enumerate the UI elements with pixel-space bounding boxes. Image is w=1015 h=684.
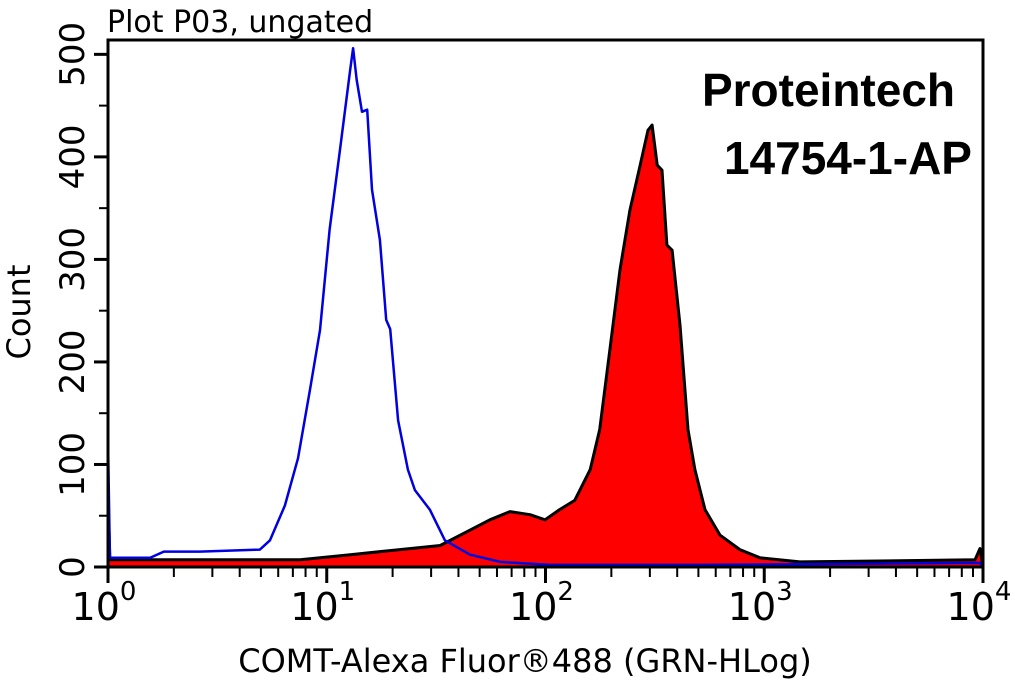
sample-histogram-fill	[106, 123, 985, 569]
x-axis-label: COMT-Alexa Fluor®488 (GRN-HLog)	[238, 642, 811, 680]
plot-frame	[106, 38, 985, 569]
x-tick-label: 104	[947, 577, 1012, 629]
y-axis-label: Count	[0, 264, 38, 359]
brand-annotation: Proteintech	[702, 64, 955, 116]
y-tick-label: 100	[53, 432, 93, 497]
control-histogram-line	[106, 46, 985, 568]
y-tick-label: 300	[53, 227, 93, 292]
x-tick-label: 103	[728, 577, 793, 629]
x-tick-label: 101	[290, 577, 355, 629]
y-tick-label: 400	[53, 124, 93, 189]
plot-area	[106, 46, 985, 569]
y-tick-label: 500	[53, 22, 93, 87]
y-tick-label: 0	[53, 556, 93, 578]
x-tick-label: 102	[509, 577, 574, 629]
x-tick-label: 100	[72, 577, 137, 629]
y-tick-label: 200	[53, 329, 93, 394]
catalog-annotation: 14754-1-AP	[724, 132, 972, 184]
chart-title: Plot P03, ungated	[107, 5, 373, 40]
